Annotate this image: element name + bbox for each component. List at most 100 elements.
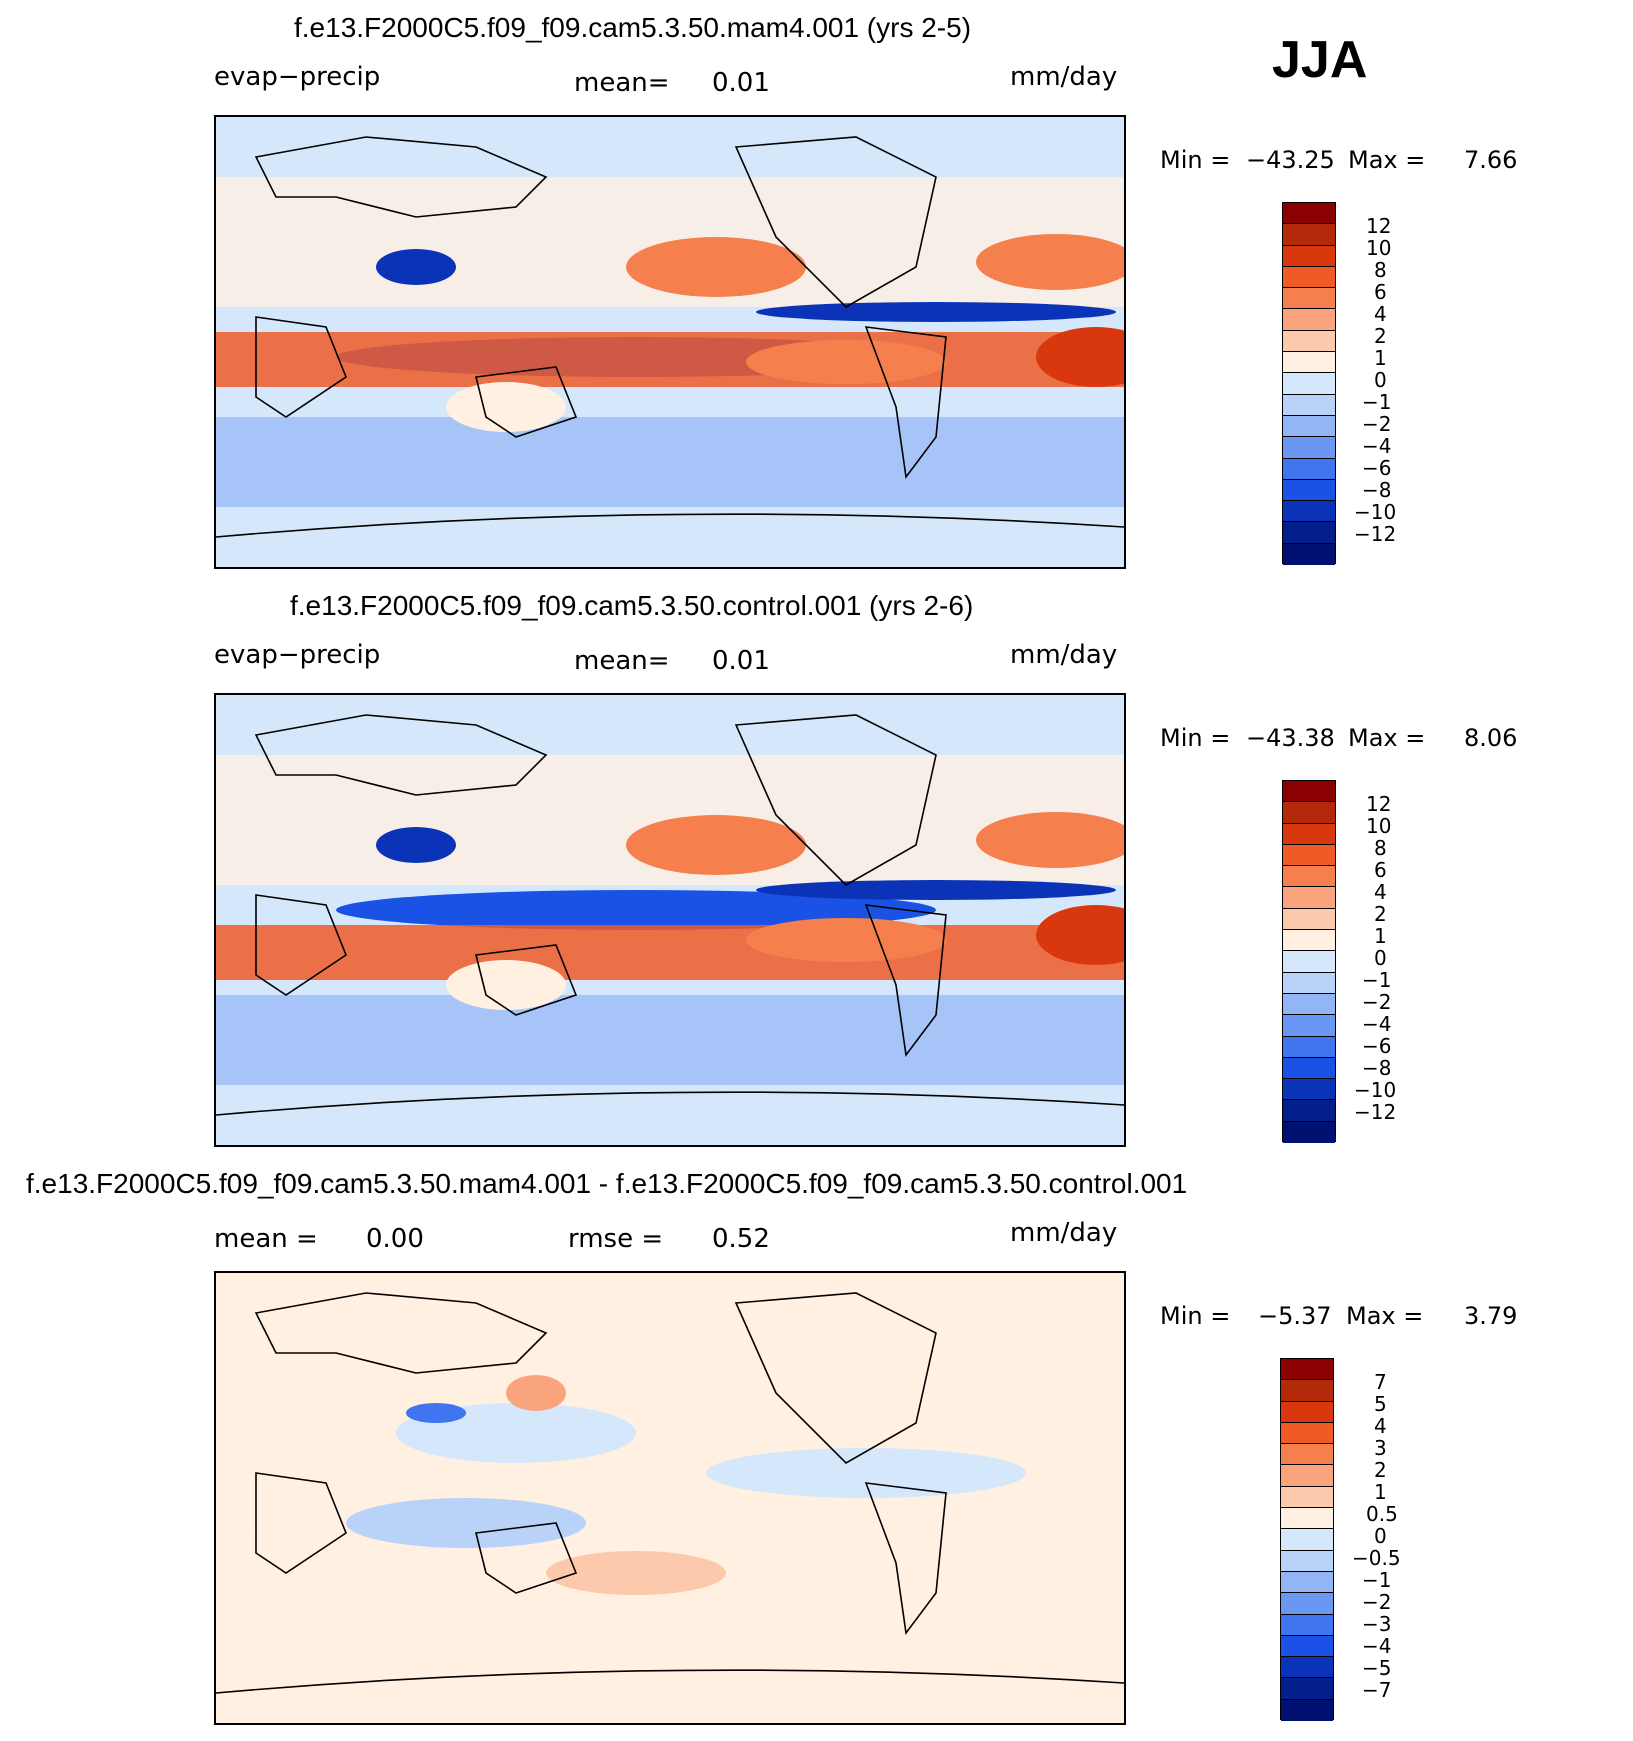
panel-2-units: mm/day (1010, 640, 1118, 670)
panel-3-colorbar-swatch (1281, 1657, 1333, 1679)
panel-2-colorbar-swatch (1283, 951, 1335, 973)
panel-1-colorbar-tick: −12 (1354, 522, 1397, 546)
panel-3-mean-value: 0.00 (366, 1224, 424, 1254)
panel-2-min-label: Min = (1160, 724, 1231, 752)
panel-3-min-value: −5.37 (1258, 1302, 1332, 1330)
panel-2-colorbar-tick: 2 (1374, 902, 1387, 926)
panel-1-title: f.e13.F2000C5.f09_f09.cam5.3.50.mam4.001… (294, 12, 972, 43)
panel-1-colorbar-swatch (1283, 330, 1335, 353)
panel-1-colorbar-tick: 2 (1374, 324, 1387, 348)
panel-1-colorbar-swatch (1283, 245, 1335, 267)
panel-2-colorbar-tick: −10 (1354, 1078, 1397, 1102)
panel-3-colorbar-tick: 3 (1374, 1436, 1387, 1460)
panel-2-colorbar-tick: 12 (1366, 792, 1392, 816)
panel-2-map (214, 693, 1126, 1147)
panel-2-colorbar-tick: −6 (1362, 1034, 1392, 1058)
panel-3-colorbar-tick: −3 (1362, 1612, 1392, 1636)
panel-2-colorbar-tick: 0 (1374, 946, 1387, 970)
panel-3-colorbar (1280, 1358, 1334, 1722)
panel-1-colorbar-swatch (1283, 415, 1335, 438)
panel-2-max-label: Max = (1348, 724, 1426, 752)
panel-2-max-value: 8.06 (1464, 724, 1518, 752)
panel-3-colorbar-swatch (1281, 1380, 1333, 1402)
panel-2-colorbar-swatch (1283, 1036, 1335, 1058)
panel-3-colorbar-swatch (1281, 1444, 1333, 1466)
panel-2-colorbar-tick: 4 (1374, 880, 1387, 904)
panel-1-colorbar-swatch (1283, 203, 1335, 225)
panel-1-colorbar-tick: −1 (1362, 390, 1392, 414)
panel-3-units: mm/day (1010, 1218, 1118, 1248)
panel-3-colorbar-tick: 7 (1374, 1370, 1387, 1394)
panel-3-rmse-label: rmse = (568, 1224, 664, 1254)
panel-3-colorbar-swatch (1281, 1401, 1333, 1423)
panel-2-colorbar-tick: −8 (1362, 1056, 1392, 1080)
panel-1-colorbar-tick: 1 (1374, 346, 1387, 370)
panel-3-colorbar-swatch (1281, 1593, 1333, 1615)
panel-3-colorbar-swatch (1281, 1422, 1333, 1445)
panel-3-colorbar-swatch (1281, 1359, 1333, 1381)
panel-1-colorbar-swatch (1283, 352, 1335, 374)
panel-3-colorbar-tick: 2 (1374, 1458, 1387, 1482)
panel-3-colorbar-swatch (1281, 1614, 1333, 1636)
panel-2-variable-label: evap−precip (214, 640, 381, 670)
panel-1-colorbar-swatch (1283, 288, 1335, 310)
panel-3-colorbar-tick: −5 (1362, 1656, 1392, 1680)
panel-2-mean-label: mean= (574, 646, 670, 676)
panel-2-colorbar-swatch (1283, 1100, 1335, 1122)
panel-2-mean-value: 0.01 (712, 646, 770, 676)
panel-2-colorbar-tick: 6 (1374, 858, 1387, 882)
panel-1-colorbar-swatch (1283, 437, 1335, 459)
panel-3-title: f.e13.F2000C5.f09_f09.cam5.3.50.mam4.001… (26, 1168, 1188, 1199)
panel-3-colorbar-tick: −4 (1362, 1634, 1392, 1658)
panel-2-colorbar-swatch (1283, 1121, 1335, 1144)
panel-1-colorbar-tick: 8 (1374, 258, 1387, 282)
panel-3-colorbar-swatch (1281, 1699, 1333, 1722)
panel-1-colorbar (1282, 202, 1336, 566)
panel-1-map (214, 115, 1126, 569)
panel-3-colorbar-swatch (1281, 1550, 1333, 1572)
panel-1-colorbar-tick: −4 (1362, 434, 1392, 458)
panel-1-min-label: Min = (1160, 146, 1231, 174)
panel-3-colorbar-swatch (1281, 1529, 1333, 1551)
panel-1-colorbar-tick: −10 (1354, 500, 1397, 524)
panel-3-colorbar-swatch (1281, 1678, 1333, 1700)
panel-1-colorbar-tick: 12 (1366, 214, 1392, 238)
panel-3-rmse-value: 0.52 (712, 1224, 770, 1254)
panel-1-colorbar-swatch (1283, 394, 1335, 416)
panel-3-colorbar-swatch (1281, 1486, 1333, 1509)
panel-2-title: f.e13.F2000C5.f09_f09.cam5.3.50.control.… (290, 590, 974, 621)
panel-1-colorbar-tick: 0 (1374, 368, 1387, 392)
panel-1-colorbar-swatch (1283, 309, 1335, 331)
panel-1-colorbar-swatch (1283, 224, 1335, 246)
panel-1-max-label: Max = (1348, 146, 1426, 174)
panel-3-colorbar-tick: −0.5 (1352, 1546, 1401, 1570)
panel-1-colorbar-swatch (1283, 458, 1335, 480)
panel-2-colorbar-swatch (1283, 887, 1335, 909)
panel-2-colorbar-swatch (1283, 1079, 1335, 1101)
panel-3-max-label: Max = (1346, 1302, 1424, 1330)
panel-2-colorbar-swatch (1283, 802, 1335, 824)
panel-1-colorbar-tick: −8 (1362, 478, 1392, 502)
panel-3-colorbar-tick: −7 (1362, 1678, 1392, 1702)
season-label: JJA (1272, 31, 1368, 89)
panel-1-max-value: 7.66 (1464, 146, 1518, 174)
panel-2-map-field (216, 695, 1124, 1145)
panel-2-colorbar-swatch (1283, 993, 1335, 1016)
panel-2-colorbar-tick: 10 (1366, 814, 1392, 838)
panel-2-colorbar-swatch (1283, 1057, 1335, 1080)
panel-2-colorbar-swatch (1283, 930, 1335, 952)
panel-3-colorbar-tick: 5 (1374, 1392, 1387, 1416)
panel-1-mean-value: 0.01 (712, 68, 770, 98)
panel-1-colorbar-swatch (1283, 266, 1335, 289)
panel-2-colorbar-swatch (1283, 866, 1335, 888)
panel-3-map (214, 1271, 1126, 1725)
panel-3-min-label: Min = (1160, 1302, 1231, 1330)
panel-2-colorbar-tick: −12 (1354, 1100, 1397, 1124)
panel-1-colorbar-swatch (1283, 522, 1335, 544)
panel-1-colorbar-swatch (1283, 543, 1335, 566)
panel-2-colorbar-swatch (1283, 908, 1335, 931)
panel-2-colorbar-tick: −4 (1362, 1012, 1392, 1036)
panel-2-colorbar-tick: 8 (1374, 836, 1387, 860)
panel-3-colorbar-swatch (1281, 1635, 1333, 1658)
panel-3-colorbar-swatch (1281, 1571, 1333, 1594)
